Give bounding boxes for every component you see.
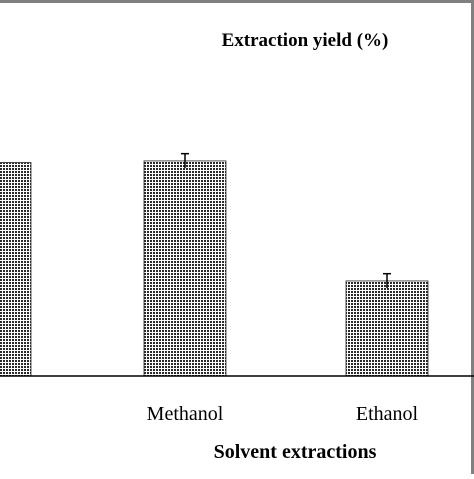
tick-label-methanol: Methanol: [147, 403, 224, 425]
chart-title: Extraction yield (%): [221, 30, 389, 51]
x-axis-title: Solvent extractions: [213, 441, 377, 463]
bar-methanol: [143, 160, 227, 377]
error-bar-methanol: [181, 152, 189, 169]
bar-r: [0, 162, 32, 377]
bar-ethanol: [345, 280, 429, 377]
x-tick-labels: rMethanolEthanol: [147, 403, 419, 425]
error-bars-layer: [181, 152, 391, 289]
tick-label-ethanol: Ethanol: [356, 403, 419, 425]
error-bar-ethanol: [383, 272, 391, 289]
bars-layer: [0, 160, 429, 377]
